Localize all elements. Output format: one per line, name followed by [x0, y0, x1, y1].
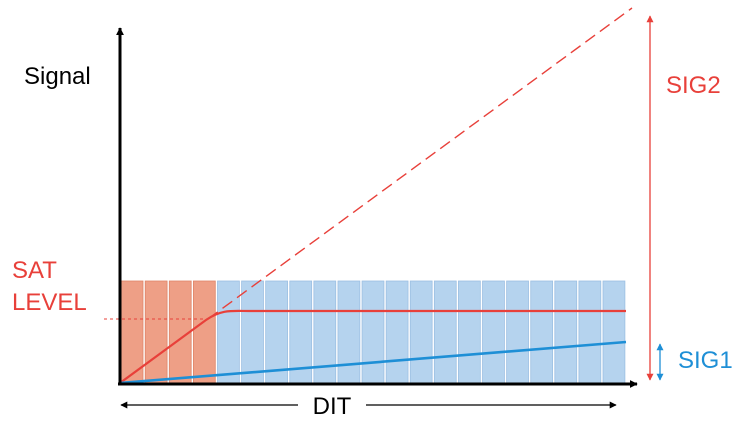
integration-bar [482, 280, 505, 385]
integration-bar [217, 280, 240, 385]
integration-bar [458, 280, 481, 385]
extrapolated-signal-line [207, 7, 633, 320]
integration-bar [530, 280, 554, 385]
sat-level-label-line1: SAT [12, 257, 57, 284]
integration-bar [313, 280, 337, 385]
x-axis-label: DIT [313, 393, 352, 420]
integration-bar [409, 280, 433, 385]
sig1-label: SIG1 [678, 347, 733, 374]
sig2-label: SIG2 [666, 72, 721, 99]
saturated-signal-curve [119, 309, 626, 384]
integration-bar [602, 280, 626, 385]
saturated-integration-bar [144, 280, 168, 385]
integration-bar [385, 280, 409, 385]
integration-bar [578, 280, 602, 385]
integration-bar [506, 280, 529, 385]
saturated-integration-bar [192, 280, 216, 385]
integration-bar [361, 280, 385, 385]
integration-bars [120, 280, 626, 385]
integration-bar [337, 280, 361, 385]
integration-bar [554, 280, 578, 385]
integration-bar [433, 280, 457, 385]
sat-level-label-line2: LEVEL [12, 289, 87, 316]
integration-bar [241, 280, 264, 385]
low-signal-line [119, 340, 627, 385]
y-axis-label: Signal [24, 63, 91, 90]
